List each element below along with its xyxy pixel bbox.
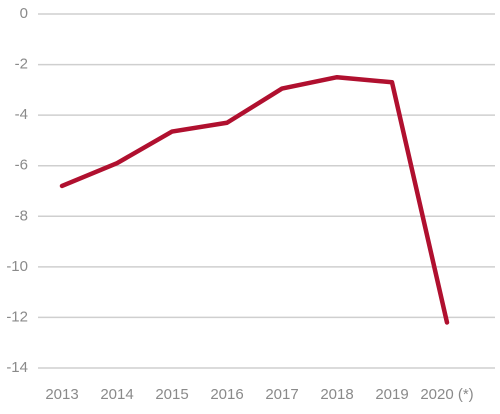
y-tick-label: -6 [15, 157, 28, 174]
x-tick-label: 2014 [100, 386, 133, 403]
x-tick-label: 2020 (*) [420, 386, 473, 403]
y-tick-label: -14 [6, 359, 28, 376]
x-tick-label: 2017 [265, 386, 298, 403]
x-tick-label: 2015 [155, 386, 188, 403]
y-tick-label: 0 [20, 5, 28, 22]
y-tick-label: -8 [15, 207, 28, 224]
data-line [59, 74, 450, 325]
x-tick-label: 2013 [45, 386, 78, 403]
y-tick-label: -10 [6, 258, 28, 275]
y-tick-label: -12 [6, 308, 28, 325]
x-tick-label: 2016 [210, 386, 243, 403]
y-tick-label: -2 [15, 56, 28, 73]
y-tick-label: -4 [15, 106, 28, 123]
x-tick-label: 2018 [320, 386, 353, 403]
x-tick-label: 2019 [375, 386, 408, 403]
